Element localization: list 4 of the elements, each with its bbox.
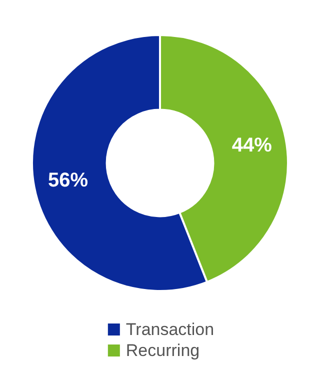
legend-label: Transaction [126,320,214,339]
data-label: 44% [232,134,272,156]
legend-label: Recurring [126,341,200,360]
data-label: 56% [48,170,88,192]
